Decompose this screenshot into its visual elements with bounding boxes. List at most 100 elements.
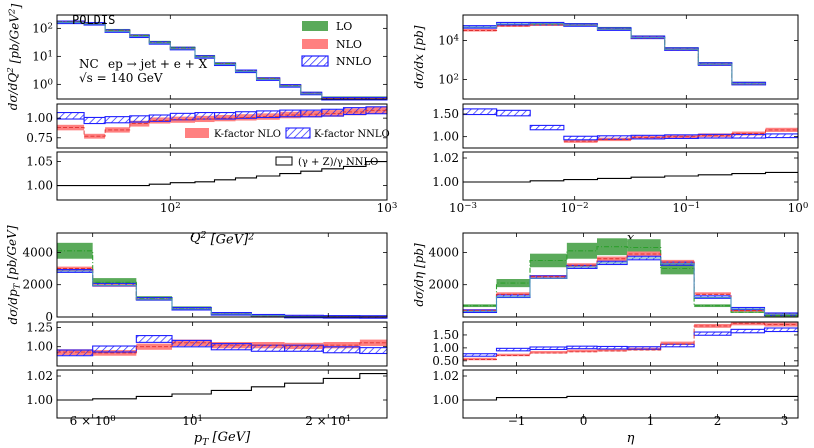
- x-ratio-nnlo-4: [596, 135, 632, 140]
- x-ratio-nlo-3: [563, 139, 598, 143]
- eta-nlo-band-7: [694, 292, 731, 295]
- eta-ratio-nnlo-1: [495, 347, 531, 352]
- pt-ew-xtick-label-0: 6 × 100​: [70, 414, 116, 428]
- x-ratio-nnlo-9: [764, 133, 799, 139]
- legend-label-nlo: NLO: [336, 38, 362, 51]
- pt-ew-line: [57, 373, 387, 401]
- pt-ratio-nnlo-3: [171, 339, 212, 348]
- x-ratio-nnlo-2: [529, 124, 565, 131]
- pt-ew-panel: 1.00 1.02 6 × 100​ 101​ 2 × 101​: [26, 369, 388, 428]
- q2-ratio-nnlo-1: [83, 116, 106, 125]
- eta-ratio-nnlo-2: [529, 346, 568, 351]
- q2-nnlo-line: [57, 22, 387, 100]
- eta-ratio-nlo-2: [530, 351, 567, 354]
- kfactor-legend: K-factor NLO K-factor NNLO: [185, 127, 390, 140]
- eta-xlabel: η: [627, 431, 635, 446]
- x-ratio-panel: 1.00 1.50: [432, 103, 799, 149]
- q2-ratio-nnlo-0: [56, 111, 85, 120]
- eta-ew-ytick-label-1: 1.02: [432, 369, 459, 383]
- eta-lo-band-8: [731, 310, 765, 313]
- pt-ratio-nnlo-2: [135, 335, 173, 343]
- x-main-ytick-label-1: 104​: [438, 33, 459, 47]
- q2-ratio-nnlo-6: [194, 111, 216, 120]
- eta-ratio-nlo-line: [463, 322, 798, 360]
- q2-ew-ytick-label-1: 1.05: [26, 155, 53, 169]
- eta-ratio-nnlo-6: [660, 343, 695, 348]
- pt-ratio-nnlo-8: [359, 347, 388, 355]
- eta-main-ytick-label-1: 4000: [428, 245, 459, 259]
- x-ew-xtick-label-2: 10−1​: [672, 201, 700, 215]
- pt-main-ytick-label-0: 0: [45, 310, 53, 324]
- pt-ratio-ytick-label-1: 1.25: [26, 320, 53, 334]
- x-ylabel: dσ/dx [pb]: [412, 25, 426, 88]
- pt-ew-xtick-label-2: 2 × 101​: [305, 414, 351, 428]
- eta-ratio-panel: 0.501.001.50: [432, 321, 799, 368]
- kfactor-nnlo-label: K-factor NNLO: [314, 129, 390, 140]
- pt-nlo-line: [57, 268, 387, 318]
- eta-main-ytick-label-0: 2000: [428, 278, 459, 292]
- q2-ratio-nnlo-2: [104, 116, 131, 124]
- eta-ratio-ytick-label-0: 0.50: [432, 354, 459, 368]
- kfactor-nnlo-swatch: [285, 127, 311, 139]
- eta-ratio-nnlo-9: [763, 327, 799, 333]
- q2-ew-frame: [56, 151, 388, 201]
- q2-ratio-nnlo-3: [129, 115, 150, 123]
- eta-ratio-nlo-3: [566, 349, 597, 353]
- x-ratio-nnlo-8: [731, 133, 767, 139]
- legend: LO NLO NNLO: [301, 20, 372, 68]
- eta-ratio-nlo-1: [496, 353, 530, 357]
- pt-ew-xtick-label-1: 101​: [182, 414, 203, 428]
- pt-ratio-nlo-7: [323, 342, 360, 349]
- x-nlo-line: [463, 24, 766, 85]
- x-ew-frame: [462, 151, 799, 201]
- x-ratio-ytick-label-0: 1.00: [432, 130, 459, 144]
- q2-xlabel: Q2​ [GeV]2​: [190, 230, 254, 248]
- eta-ratio-ytick-label-1: 1.00: [432, 341, 459, 355]
- pt-ew-ytick-label-1: 1.02: [26, 369, 53, 383]
- chart-x: 102​104​dσ/dx [pb]1.001.501.001.0210−3​1…: [412, 14, 808, 246]
- x-ew-panel: 1.00 1.02 10−3​ 10−2​ 10−1​ 100​: [432, 151, 808, 215]
- q2-annotations: POLDIS NC ep → jet + e + X√s = 140 GeV: [72, 13, 208, 85]
- q2-ratio-panel: 0.75 1.00: [26, 103, 388, 149]
- pt-ew-ytick-label-0: 1.00: [26, 393, 53, 407]
- eta-lo-band-0: [463, 304, 497, 308]
- x-ew-ytick-label-1: 1.02: [432, 151, 459, 165]
- figure-title: POLDIS: [72, 13, 115, 27]
- legend-swatch-nlo: [302, 39, 328, 49]
- x-ratio-nnlo-5: [630, 134, 666, 140]
- eta-ratio-nnlo-3: [566, 345, 598, 350]
- pt-ratio-ytick-label-0: 1.00: [26, 340, 53, 354]
- q2-ew-line: [57, 161, 387, 187]
- x-ratio-frame: [462, 103, 799, 149]
- q2-main-ytick-label-1: 101​: [32, 49, 53, 63]
- q2-ew-xtick-label-0: 102​: [160, 201, 181, 215]
- x-ew-ytick-label-0: 1.00: [432, 175, 459, 189]
- pt-ratio-nnlo-4: [210, 343, 252, 351]
- x-ratio-nnlo-1: [496, 109, 531, 117]
- q2-ratio-ytick-label-1: 1.00: [26, 111, 53, 125]
- x-ratio-nnlo-3: [563, 135, 599, 141]
- eta-lo-band-6: [660, 262, 695, 275]
- x-ratio-ytick-label-1: 1.50: [432, 107, 459, 121]
- x-main-panel: 102​ 104​ dσ/dx [pb]: [412, 14, 799, 100]
- x-nnlo-line: [463, 23, 766, 85]
- q2-ratio-nnlo-10: [279, 109, 302, 118]
- eta-ew-panel: 1.00 1.02 −1 0 1 2 3: [432, 369, 799, 428]
- x-ew-xtick-label-3: 100​: [788, 201, 809, 215]
- q2-ratio-ytick-label-0: 0.75: [26, 131, 53, 145]
- q2-main-ytick-label-0: 100​: [32, 77, 53, 91]
- eta-ratio-nnlo-4: [596, 345, 628, 350]
- legend-swatch-lo: [302, 21, 328, 31]
- eta-ylabel: dσ/dη [pb]: [412, 243, 426, 307]
- q2-ratio-frame: [56, 103, 388, 149]
- eta-lo-band-4: [597, 238, 628, 256]
- pt-ratio-frame: [56, 321, 388, 367]
- eta-nnlo-line: [463, 257, 798, 315]
- pt-ratio-nnlo-7: [322, 346, 361, 354]
- x-nlo-band-0: [463, 29, 497, 32]
- x-ratio-nnlo-0: [462, 108, 498, 116]
- nc-label: NC: [79, 57, 99, 71]
